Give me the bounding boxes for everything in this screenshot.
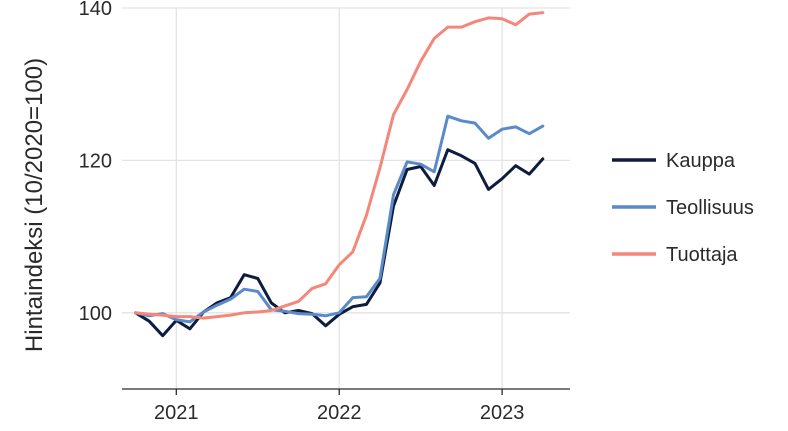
series-line-teollisuus xyxy=(134,114,545,324)
x-tick-label: 2021 xyxy=(154,402,199,424)
series-lines xyxy=(134,11,545,338)
x-tick-label: 2022 xyxy=(317,402,362,424)
legend: Kauppa Teollisuus Tuottaja xyxy=(612,150,754,266)
gridlines xyxy=(122,7,570,389)
y-tick-label: 140 xyxy=(79,0,112,20)
y-tick-label: 120 xyxy=(79,150,112,172)
y-tick-labels: 100 120 140 xyxy=(79,0,112,325)
series-line-tuottaja xyxy=(134,11,545,320)
legend-label: Tuottaja xyxy=(666,244,738,266)
legend-label: Kauppa xyxy=(666,150,736,172)
y-axis-label: Hintaindeksi (10/2020=100) xyxy=(21,58,48,352)
y-tick-label: 100 xyxy=(79,303,112,325)
x-tick-labels: 2021 2022 2023 xyxy=(154,389,524,424)
legend-label: Teollisuus xyxy=(666,197,754,219)
x-tick-label: 2023 xyxy=(480,402,525,424)
